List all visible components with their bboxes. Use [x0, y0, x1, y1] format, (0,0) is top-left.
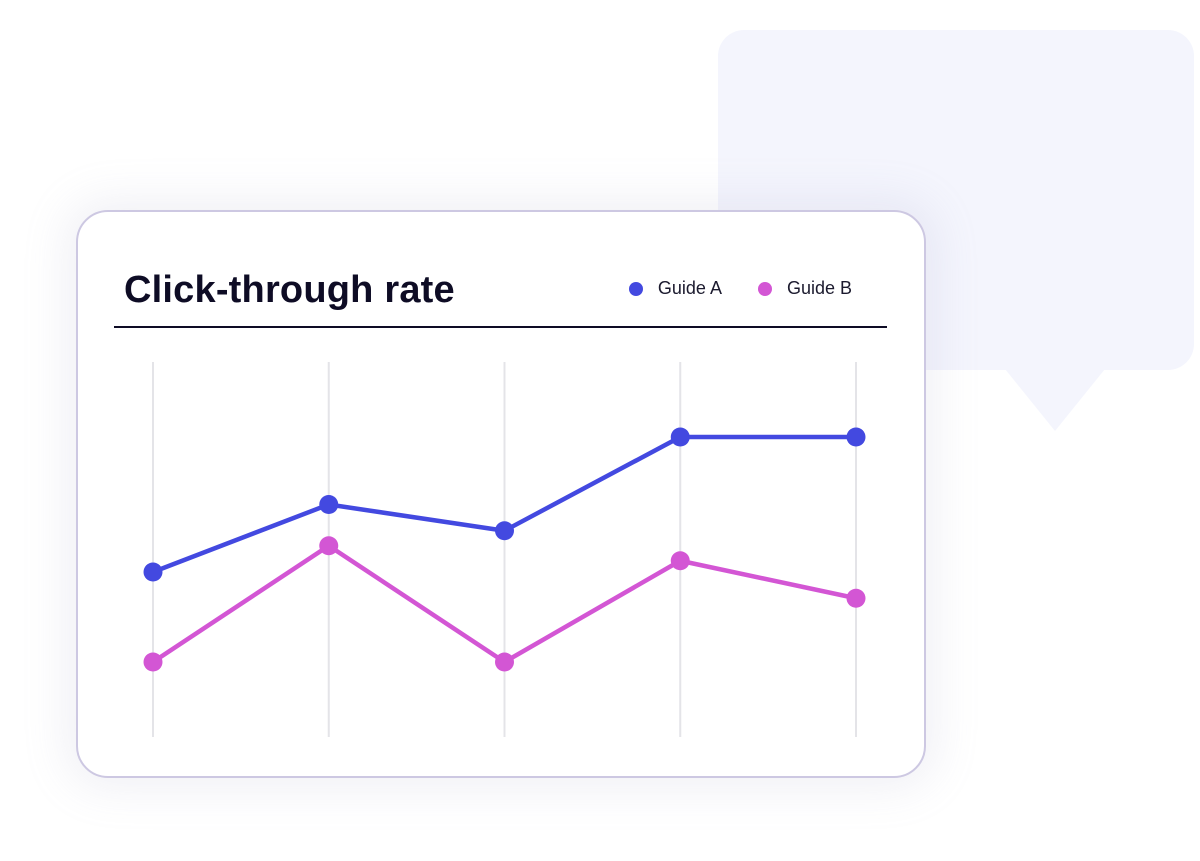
- data-point-guide-a-5: [846, 427, 866, 447]
- data-point-guide-b-1: [143, 652, 163, 672]
- data-point-guide-a-2: [319, 495, 339, 514]
- data-point-guide-b-4: [670, 551, 690, 571]
- chart-legend: Guide A Guide B: [628, 278, 852, 299]
- data-point-guide-a-4: [670, 427, 690, 447]
- speech-bubble-tail: [1005, 369, 1105, 431]
- legend-dot-guide-b: [757, 281, 772, 296]
- legend-label-guide-b: Guide B: [786, 278, 852, 298]
- data-point-guide-a-3: [495, 521, 514, 541]
- data-point-guide-b-5: [846, 588, 866, 608]
- data-point-guide-b-2: [319, 536, 339, 556]
- data-point-guide-b-3: [495, 652, 514, 672]
- legend-dot-guide-a: [628, 281, 643, 296]
- data-point-guide-a-1: [143, 562, 163, 582]
- legend-item-guide-b: Guide B: [757, 278, 852, 299]
- chart-card: Click-through rate Guide A Guide B: [76, 210, 926, 778]
- legend-item-guide-a: Guide A: [628, 278, 722, 299]
- title-divider: [114, 326, 887, 328]
- chart-title: Click-through rate: [124, 269, 455, 311]
- legend-label-guide-a: Guide A: [657, 278, 722, 298]
- line-chart: [143, 362, 866, 737]
